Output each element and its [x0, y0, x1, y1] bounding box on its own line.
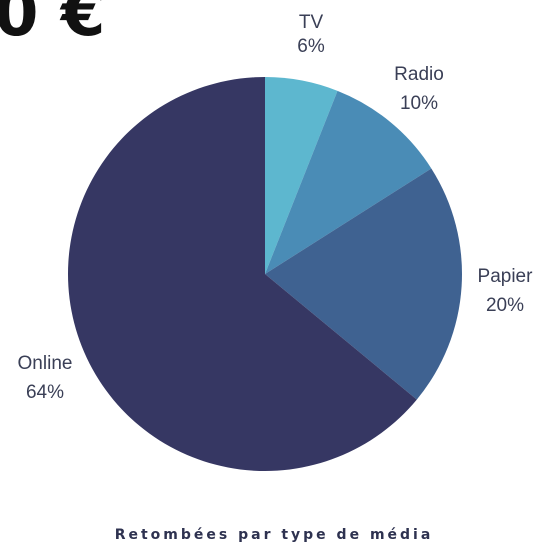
slice-label-papier: Papier [478, 266, 534, 287]
slice-label-radio: Radio [394, 64, 444, 85]
pie-slice-online [67, 77, 417, 471]
chart-caption: Retombées par type de média [114, 527, 434, 543]
slice-label-online: Online [18, 353, 73, 374]
slice-value-radio: 10% [400, 93, 438, 114]
slice-label-tv: TV [299, 12, 324, 33]
slice-value-tv: 6% [297, 36, 325, 57]
pie-slice-papier [265, 168, 462, 400]
pie-labels: TV 6% Radio 10% Papier 20% Online 64% [18, 12, 534, 403]
headline-amount: 0 € [0, 0, 106, 51]
pie-slice-tv [265, 76, 338, 274]
slice-value-papier: 20% [486, 295, 524, 316]
slice-value-online: 64% [26, 382, 64, 403]
pie-slices [67, 76, 462, 471]
pie-slice-radio [265, 90, 432, 274]
